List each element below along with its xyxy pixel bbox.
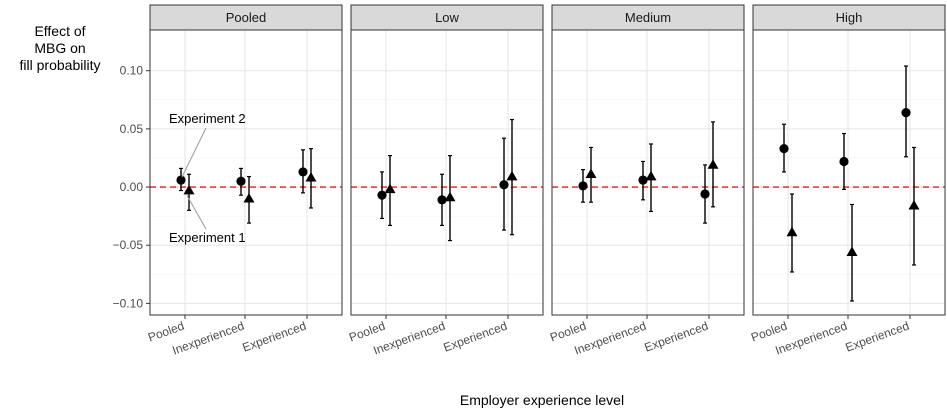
facet-title: High [836, 10, 863, 25]
point-experiment-1 [506, 170, 518, 181]
x-tick-label: Experienced [241, 319, 308, 355]
point-experiment-1 [243, 192, 255, 203]
panel-border [149, 29, 343, 316]
point-experiment-2 [839, 156, 849, 167]
point-experiment-1 [645, 170, 657, 181]
annotation-experiment-1: Experiment 1 [169, 230, 246, 245]
y-axis-ticks: 0.10 0.05 0.00 −0.05 −0.10 [113, 64, 150, 310]
annotation-leader-1 [186, 195, 207, 230]
point-experiment-1 [305, 172, 317, 182]
facet-title: Medium [625, 10, 671, 25]
y-tick-label: −0.10 [113, 296, 144, 310]
y-tick-label: 0.05 [120, 122, 144, 136]
annotation-experiment-2: Experiment 2 [169, 111, 246, 126]
y-axis-label-line: MBG on [34, 40, 85, 56]
facet-title: Pooled [226, 10, 266, 25]
y-axis-label-line: fill probability [20, 57, 101, 73]
point-experiment-2 [779, 144, 789, 154]
panel-border [350, 29, 544, 316]
x-tick-label: Experienced [643, 319, 710, 355]
point-experiment-2 [499, 180, 509, 190]
point-experiment-2 [176, 175, 186, 185]
annotation-leader-2 [181, 127, 207, 178]
x-tick-label: Experienced [844, 319, 911, 355]
point-experiment-2 [901, 107, 911, 118]
facet-panels: PooledPooledInexperiencedExperiencedLowP… [146, 4, 946, 358]
annotations: Experiment 2 Experiment 1 [169, 111, 246, 245]
point-experiment-1 [444, 191, 456, 202]
x-tick-label: Experienced [442, 319, 509, 355]
point-experiment-2 [298, 167, 308, 177]
point-experiment-2 [700, 189, 710, 199]
point-experiment-1 [585, 168, 597, 179]
panel-border [752, 29, 946, 316]
panel-background [351, 30, 543, 315]
point-experiment-1 [707, 159, 719, 169]
x-axis-label: Employer experience level [460, 392, 624, 408]
point-experiment-1 [786, 226, 798, 237]
facet-strip [350, 4, 544, 31]
y-tick-label: −0.05 [113, 238, 144, 252]
point-experiment-1 [846, 246, 858, 256]
y-axis-label-line: Effect of [34, 23, 85, 39]
facet-title: Low [435, 10, 459, 25]
point-experiment-2 [638, 175, 648, 185]
panel-background [150, 30, 342, 315]
point-experiment-1 [384, 183, 396, 194]
point-experiment-1 [183, 184, 195, 195]
point-experiment-2 [437, 195, 447, 205]
point-experiment-1 [908, 199, 920, 210]
point-experiment-2 [377, 190, 387, 200]
panel-background [753, 30, 945, 315]
point-experiment-2 [236, 176, 246, 186]
y-tick-label: 0.00 [120, 180, 144, 194]
facet-strip [149, 4, 343, 31]
panel-background [552, 30, 744, 315]
y-tick-label: 0.10 [120, 64, 144, 78]
panel-border [551, 29, 745, 316]
point-experiment-2 [578, 181, 588, 191]
